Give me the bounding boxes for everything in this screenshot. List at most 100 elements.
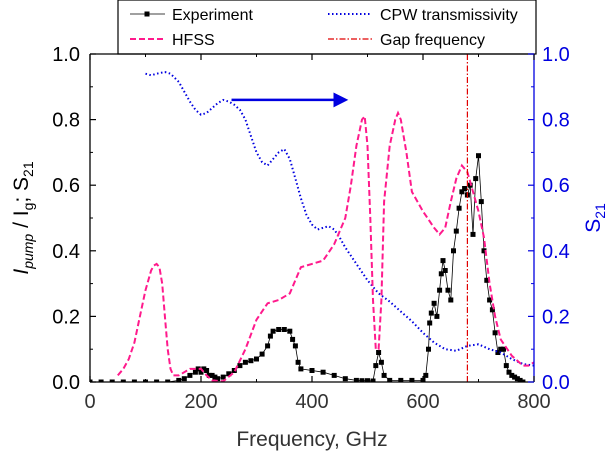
y-axis-title-right: S21 [582,203,608,233]
series-experiment-point [298,366,304,372]
legend-box [117,0,537,55]
series-experiment-point [109,379,115,382]
series-experiment-point [387,377,393,382]
series-experiment-point [204,368,210,373]
series-experiment-point [381,372,387,378]
series-cpw-transmissivity-line [145,70,534,367]
x-axis-title: Frequency, GHz [236,428,387,451]
y-right-label-sub: 21 [592,203,608,219]
series-experiment-point [484,277,490,283]
series-experiment-point [428,310,434,316]
series-experiment-point [295,359,301,365]
legend-entry-gap: Gap frequency [328,32,485,49]
series-experiment-markers [90,153,526,382]
y-label-tail: ; S [10,177,33,203]
series-experiment-point [270,328,276,334]
series-experiment-point [470,231,476,237]
legend-label-experiment: Experiment [172,7,253,24]
series-experiment-point [209,372,215,378]
series-experiment-point [514,376,520,382]
series-experiment-point [187,372,193,378]
series-experiment-point [131,379,137,382]
series-experiment-point [154,379,160,382]
series-experiment-point [320,369,326,375]
series-experiment-point [259,351,265,357]
series-experiment-point [237,363,243,369]
series-experiment-point [195,366,201,372]
series-experiment-point [378,359,384,365]
series-experiment-point [206,372,212,378]
series-experiment-point [498,346,504,352]
y-label-sub2: g [20,203,36,211]
series-experiment-point [276,327,282,332]
y-label-sub3: 21 [20,161,36,177]
legend-entry-experiment: Experiment [130,7,253,24]
legend-entry-cpw: CPW transmissivity [328,7,518,24]
x-tick-label: 600 [406,391,439,413]
series-experiment-point [309,368,315,373]
series-experiment-point [437,287,443,293]
series-experiment-point [445,287,451,293]
series-experiment-point [98,379,104,382]
series-experiment-point [448,297,454,303]
series-experiment-point [287,328,293,334]
series-experiment-point [267,333,273,339]
series-experiment-point [359,378,365,382]
y-label-mid: / I [10,210,33,233]
series-experiment-point [192,369,198,375]
legend-label-hfss: HFSS [172,32,215,49]
series-experiment-point [201,366,207,372]
series-experiment-point [376,350,382,355]
legend-label-cpw: CPW transmissivity [380,7,518,24]
x-tick-label: 200 [184,391,217,413]
y-tick-label-right: 0.6 [542,175,570,197]
y-axis-title-left: Ipump / Ig; S21 [10,161,36,274]
series-experiment-point [520,379,526,382]
series-experiment-point [503,363,509,369]
y-tick-label-right: 0.4 [542,241,570,263]
legend-label-gap: Gap frequency [380,32,485,49]
legend: Experiment CPW transmissivity HFSS Gap f… [117,0,537,55]
series-experiment-point [453,228,459,234]
series-experiment-point [426,346,431,352]
series-experiment-point [489,307,495,313]
series-experiment-point [440,258,446,264]
series-experiment-point [451,248,456,254]
series-experiment-point [509,372,515,378]
y-label-main: I [10,269,33,275]
series-experiment-point [478,199,484,205]
series-experiment-point [342,376,348,382]
series-layer [90,54,534,382]
series-experiment-point [254,356,259,362]
y-tick-label-left: 0.0 [52,372,80,394]
series-experiment-point [331,372,337,378]
series-experiment-point [398,377,404,382]
series-experiment-point [512,374,518,380]
series-experiment-point [427,320,433,326]
series-experiment-point [495,350,501,355]
series-experiment-point [165,379,171,382]
series-experiment-point [248,358,254,364]
series-experiment-point [423,372,429,378]
series-experiment-point [476,153,481,159]
series-experiment-point [473,176,479,182]
y-tick-label-left: 1.0 [52,44,80,66]
series-experiment-point [198,369,204,375]
series-experiment-point [226,371,232,377]
y-tick-label-right: 0.8 [542,110,570,132]
series-experiment-point [434,313,440,319]
series-experiment-point [176,377,182,382]
series-experiment-point [438,271,444,277]
series-experiment-point [431,300,437,306]
series-experiment-point [181,376,187,382]
series-experiment-point [487,297,493,303]
x-tick-label: 0 [84,391,95,413]
series-experiment-point [265,343,271,349]
y-label-sub1: pump [20,234,36,270]
series-experiment-point [492,330,498,336]
series-experiment-point [292,343,298,349]
series-experiment-point [370,378,376,382]
y-tick-label-left: 0.4 [52,241,80,263]
y-tick-label-right: 1.0 [542,44,570,66]
x-tick-label: 800 [517,391,550,413]
